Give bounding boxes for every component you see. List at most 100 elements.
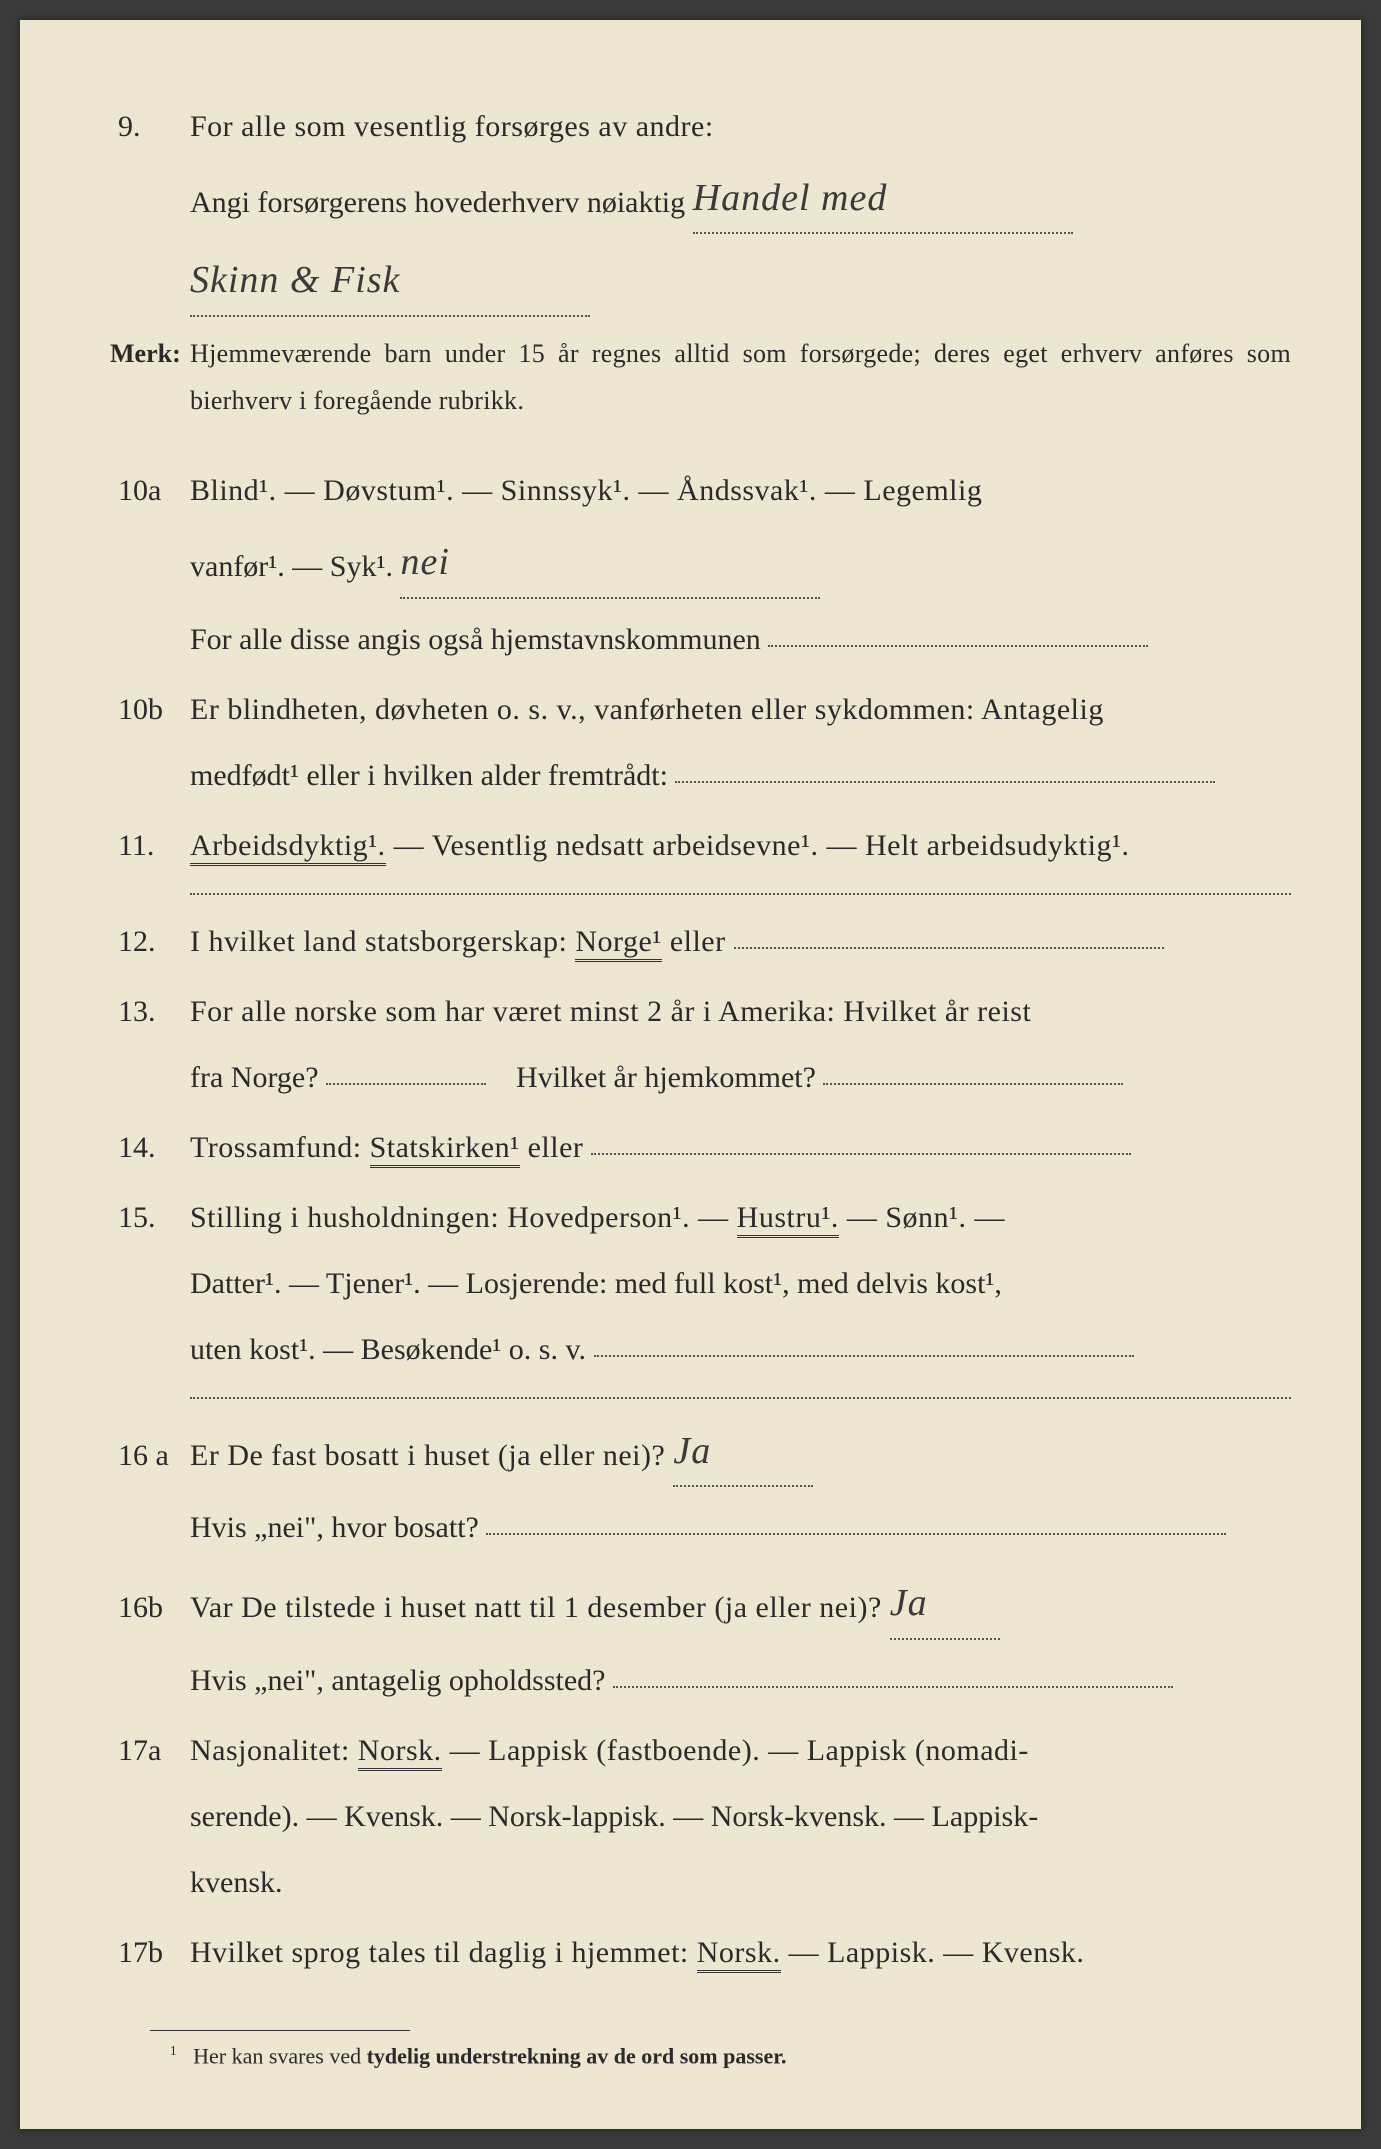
q15-dotted-line: [190, 1397, 1291, 1399]
q13-blank1: [326, 1083, 486, 1085]
q10a-number: 10a: [110, 464, 190, 518]
q12-blank: [734, 947, 1164, 949]
q16a-line1: Er De fast bosatt i huset (ja eller nei)…: [190, 1439, 665, 1472]
q10b-row1: 10b Er blindheten, døvheten o. s. v., va…: [110, 683, 1291, 737]
q11-underlined: Arbeidsdyktig¹.: [190, 829, 386, 866]
q16b-blank1: Ja: [890, 1569, 1000, 1639]
q10a-blank2: [768, 645, 1148, 647]
q14-stats: Statskirken¹: [370, 1131, 520, 1168]
q14-row: 14. Trossamfund: Statskirken¹ eller: [110, 1121, 1291, 1175]
merk-row: Merk: Hjemmeværende barn under 15 år reg…: [110, 331, 1291, 425]
q11-number: 11.: [110, 819, 190, 873]
q9-text2: Angi forsørgerens hovederhverv nøiaktig: [190, 186, 685, 219]
q10b-line1: Er blindheten, døvheten o. s. v., vanfør…: [190, 683, 1291, 737]
q9-blank2: Skinn & Fisk: [190, 246, 590, 316]
q17b-content: Hvilket sprog tales til daglig i hjemmet…: [190, 1926, 1291, 1980]
q17a-norsk: Norsk.: [358, 1734, 442, 1771]
footnote-bold: tydelig understrekning av de ord som pas…: [367, 2043, 787, 2068]
q9-blank1: Handel med: [693, 164, 1073, 234]
q17b-number: 17b: [110, 1926, 190, 1980]
footnote-rule: [150, 2030, 410, 2031]
q17b-b: — Lappisk. — Kvensk.: [781, 1936, 1085, 1969]
q10a-handwriting: nei: [400, 541, 449, 583]
q13-b: Hvilket år hjemkommet?: [516, 1061, 816, 1094]
q15-number: 15.: [110, 1191, 190, 1245]
q10a-line1: Blind¹. — Døvstum¹. — Sinnssyk¹. — Åndss…: [190, 464, 1291, 518]
q15-content1: Stilling i husholdningen: Hovedperson¹. …: [190, 1191, 1291, 1245]
q14-content: Trossamfund: Statskirken¹ eller: [190, 1121, 1291, 1175]
q11-content: Arbeidsdyktig¹. — Vesentlig nedsatt arbe…: [190, 819, 1291, 873]
q17a-a: Nasjonalitet:: [190, 1734, 358, 1767]
q16a-content1: Er De fast bosatt i huset (ja eller nei)…: [190, 1419, 1291, 1489]
q14-a: Trossamfund:: [190, 1131, 370, 1164]
q15-hustru: Hustru¹.: [737, 1201, 839, 1238]
q16b-content1: Var De tilstede i huset natt til 1 desem…: [190, 1571, 1291, 1641]
q15-b: — Sønn¹. —: [839, 1201, 1005, 1234]
merk-label: Merk:: [110, 331, 190, 378]
q9-number: 9.: [110, 100, 190, 154]
q16b-row1: 16b Var De tilstede i huset natt til 1 d…: [110, 1571, 1291, 1641]
q16b-hand: Ja: [890, 1582, 928, 1624]
q12-row: 12. I hvilket land statsborgerskap: Norg…: [110, 915, 1291, 969]
footnote-a: Her kan svares ved: [193, 2043, 367, 2068]
q9-row2: Angi forsørgerens hovederhverv nøiaktig …: [190, 166, 1291, 236]
q15-row1: 15. Stilling i husholdningen: Hovedperso…: [110, 1191, 1291, 1245]
q13-line1: For alle norske som har været minst 2 år…: [190, 985, 1291, 1039]
q16b-number: 16b: [110, 1581, 190, 1635]
q14-blank: [591, 1153, 1131, 1155]
q16a-blank2: [486, 1533, 1226, 1535]
q15-a: Stilling i husholdningen: Hovedperson¹. …: [190, 1201, 737, 1234]
q10a-row3: For alle disse angis også hjemstavnskomm…: [190, 613, 1291, 667]
q11-row: 11. Arbeidsdyktig¹. — Vesentlig nedsatt …: [110, 819, 1291, 873]
q10b-text2: medfødt¹ eller i hvilken alder fremtrådt…: [190, 759, 668, 792]
q15-line3: uten kost¹. — Besøkende¹ o. s. v.: [190, 1333, 586, 1366]
q17a-content1: Nasjonalitet: Norsk. — Lappisk (fastboen…: [190, 1724, 1291, 1778]
q17a-b: — Lappisk (fastboende). — Lappisk (nomad…: [442, 1734, 1029, 1767]
footnote: 1 Her kan svares ved tydelig understrekn…: [170, 2043, 1291, 2069]
q15-line2: Datter¹. — Tjener¹. — Losjerende: med fu…: [190, 1257, 1291, 1311]
merk-text: Hjemmeværende barn under 15 år regnes al…: [190, 331, 1291, 425]
q10a-text3: For alle disse angis også hjemstavnskomm…: [190, 623, 761, 656]
q12-number: 12.: [110, 915, 190, 969]
q9-text1: For alle som vesentlig forsørges av andr…: [190, 110, 714, 143]
q9-handwriting1: Handel med: [693, 177, 888, 219]
q12-a: I hvilket land statsborgerskap:: [190, 925, 575, 958]
q15-blank: [594, 1355, 1134, 1357]
q10b-blank: [675, 781, 1215, 783]
q10a-row2: vanfør¹. — Syk¹. nei: [190, 530, 1291, 600]
q13-blank2: [823, 1083, 1123, 1085]
q9-handwriting2: Skinn & Fisk: [190, 259, 400, 301]
q17b-norsk: Norsk.: [697, 1936, 781, 1973]
q16b-line2: Hvis „nei", antagelig opholdssted?: [190, 1664, 606, 1697]
q17a-number: 17a: [110, 1724, 190, 1778]
q15-row3: uten kost¹. — Besøkende¹ o. s. v.: [190, 1323, 1291, 1377]
q17b-row: 17b Hvilket sprog tales til daglig i hje…: [110, 1926, 1291, 1980]
q13-a: fra Norge?: [190, 1061, 319, 1094]
q12-norge: Norge¹: [575, 925, 661, 962]
q14-number: 14.: [110, 1121, 190, 1175]
q13-row2: fra Norge? Hvilket år hjemkommet?: [190, 1051, 1291, 1105]
q17a-line2: serende). — Kvensk. — Norsk-lappisk. — N…: [190, 1790, 1291, 1844]
q12-content: I hvilket land statsborgerskap: Norge¹ e…: [190, 915, 1291, 969]
q16a-row1: 16 a Er De fast bosatt i huset (ja eller…: [110, 1419, 1291, 1489]
q17a-line3: kvensk.: [190, 1856, 1291, 1910]
q14-b: eller: [520, 1131, 584, 1164]
footnote-sup: 1: [170, 2043, 177, 2058]
q16b-blank2: [613, 1686, 1173, 1688]
q10a-row1: 10a Blind¹. — Døvstum¹. — Sinnssyk¹. — Å…: [110, 464, 1291, 518]
q16a-line2: Hvis „nei", hvor bosatt?: [190, 1511, 479, 1544]
q12-b: eller: [662, 925, 726, 958]
q16a-blank1: Ja: [673, 1417, 813, 1487]
q11-dotted-line: [190, 893, 1291, 895]
q13-number: 13.: [110, 985, 190, 1039]
q17b-a: Hvilket sprog tales til daglig i hjemmet…: [190, 1936, 697, 1969]
census-form-page: 9. For alle som vesentlig forsørges av a…: [20, 20, 1361, 2129]
q11-rest: — Vesentlig nedsatt arbeidsevne¹. — Helt…: [386, 829, 1130, 862]
q10b-row2: medfødt¹ eller i hvilken alder fremtrådt…: [190, 749, 1291, 803]
q16a-row2: Hvis „nei", hvor bosatt?: [190, 1501, 1291, 1555]
q9-row3: Skinn & Fisk: [190, 248, 1291, 318]
q10b-number: 10b: [110, 683, 190, 737]
q16a-hand: Ja: [673, 1430, 711, 1472]
q13-row1: 13. For alle norske som har været minst …: [110, 985, 1291, 1039]
q16a-number: 16 a: [110, 1429, 190, 1483]
